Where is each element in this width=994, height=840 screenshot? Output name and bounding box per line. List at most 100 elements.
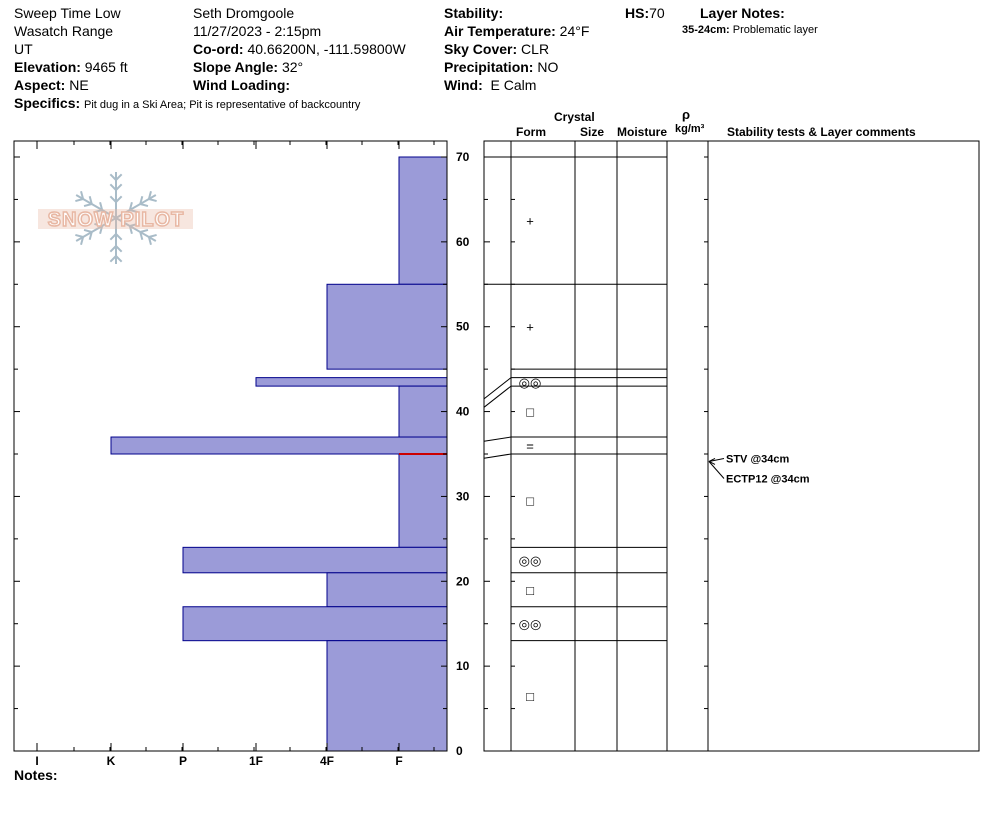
- logo-text: SNOW PILOT: [48, 209, 185, 231]
- notes-label: Notes:: [14, 767, 58, 783]
- grain-form-symbol: ◎◎: [519, 375, 542, 390]
- crystal-header: Crystal: [554, 110, 595, 124]
- x-tick-label: P: [179, 754, 187, 768]
- hardness-bar: [326, 572, 448, 608]
- hardness-bar: [398, 453, 448, 548]
- snowflake-branch: [94, 222, 103, 227]
- snowflake-branch: [75, 233, 84, 238]
- specifics-value: Pit dug in a Ski Area; Pit is representa…: [84, 99, 361, 111]
- stability: Stability:: [444, 4, 503, 22]
- wind-label: Wind:: [444, 77, 483, 93]
- specifics: Specifics: Pit dug in a Ski Area; Pit is…: [14, 94, 360, 114]
- grain-form-symbol: ◎◎: [519, 553, 542, 568]
- y-tick-label: 40: [456, 405, 470, 419]
- coord-value: 40.66200N, -111.59800W: [247, 41, 406, 57]
- snowflake-branch: [99, 202, 104, 211]
- y-tick-label: 60: [456, 235, 470, 249]
- snowflake-branch: [139, 231, 144, 240]
- density-rho-header: ρ: [682, 107, 691, 122]
- grain-form-symbol: □: [526, 494, 534, 509]
- stability-test-label: ECTP12 @34cm: [726, 473, 810, 485]
- layer-connector: [483, 436, 512, 442]
- grain-form-symbol: □: [526, 405, 534, 420]
- grain-form-symbol: □: [526, 689, 534, 704]
- snowflake-branch: [139, 228, 149, 233]
- stability-test-pointer: [708, 457, 725, 462]
- hardness-bar: [326, 283, 448, 370]
- aspect-value: NE: [69, 77, 89, 93]
- snowflake-branch: [147, 236, 152, 245]
- wind-loading: Wind Loading:: [193, 76, 290, 94]
- density-unit-header: kg/m³: [675, 123, 705, 135]
- grain-form-symbol: □: [526, 583, 534, 598]
- elevation-label: Elevation:: [14, 59, 81, 75]
- hardness-bar: [398, 156, 448, 285]
- precip-label: Precipitation:: [444, 59, 534, 75]
- precipitation: Precipitation: NO: [444, 58, 558, 76]
- snowflake-branch: [99, 225, 104, 234]
- coordinates: Co-ord: 40.66200N, -111.59800W: [193, 40, 406, 58]
- grain-form-symbol: +: [526, 214, 534, 229]
- layer-note-text: Problematic layer: [732, 24, 818, 36]
- snowflake-icon: [75, 172, 157, 264]
- snowflake-branch: [109, 173, 117, 181]
- layer-table-frame: [483, 140, 980, 752]
- snowflake-branch: [115, 245, 123, 253]
- observer: Seth Dromgoole: [193, 5, 295, 21]
- wind-loading-label: Wind Loading:: [193, 77, 291, 93]
- snowflake-branch: [75, 198, 84, 203]
- y-tick-label: 70: [456, 150, 470, 164]
- layer-connector: [483, 377, 512, 400]
- pit-name: Sweep Time Low: [14, 5, 121, 21]
- elevation: Elevation: 9465 ft: [14, 58, 128, 76]
- air-temp-label: Air Temperature:: [444, 23, 556, 39]
- y-tick-label: 0: [456, 744, 463, 758]
- hardness-plot-frame: [13, 140, 448, 752]
- specifics-label: Specifics:: [14, 95, 81, 111]
- x-tick-label: K: [107, 754, 116, 768]
- snowflake-branch: [148, 233, 157, 238]
- range-name: Wasatch Range: [14, 23, 114, 39]
- air-temp-value: 24°F: [559, 23, 590, 39]
- snowflake-branch: [115, 255, 123, 263]
- state-name: UT: [14, 41, 33, 57]
- snowflake-branch: [109, 233, 117, 241]
- hardness-bar: [110, 436, 448, 455]
- snowflake-branch: [109, 183, 117, 191]
- snowflake-branch: [115, 183, 123, 191]
- snowflake-branch: [115, 233, 123, 241]
- snowflake-branch: [129, 209, 138, 214]
- layer-connector: [483, 385, 512, 408]
- stability-test-label: STV @34cm: [726, 453, 790, 465]
- layer-note-range: 35-24cm:: [682, 24, 730, 36]
- moisture-header: Moisture: [617, 125, 668, 139]
- wind: Wind: E Calm: [444, 76, 536, 94]
- snowflake-branch: [88, 231, 93, 240]
- hs-value: 70: [649, 5, 665, 21]
- grain-form-symbol: =: [526, 439, 534, 454]
- x-tick-label: 1F: [249, 754, 263, 768]
- snowflake-branch: [88, 196, 93, 205]
- layer-notes-label: Layer Notes:: [700, 5, 785, 21]
- arrow-head-icon: [708, 458, 716, 465]
- grain-form-symbol: ◎◎: [519, 617, 542, 632]
- snowflake-branch: [80, 236, 85, 245]
- form-header: Form: [516, 125, 546, 139]
- snowflake-branch: [139, 196, 144, 205]
- size-header: Size: [580, 125, 605, 139]
- hardness-bar: [182, 546, 448, 574]
- elevation-value: 9465 ft: [84, 59, 128, 75]
- y-tick-label: 50: [456, 320, 470, 334]
- snowflake-branch: [115, 173, 123, 181]
- slope-angle: Slope Angle: 32°: [193, 58, 303, 76]
- date-time: 11/27/2023 - 2:15pm: [193, 23, 322, 39]
- grain-form-symbol: +: [526, 320, 534, 335]
- hs: HS:70: [625, 4, 665, 22]
- snowflake-branch: [148, 198, 157, 203]
- precip-value: NO: [537, 59, 559, 75]
- sky-label: Sky Cover:: [444, 41, 518, 57]
- hardness-bar: [255, 377, 448, 387]
- sky-cover: Sky Cover: CLR: [444, 40, 549, 58]
- layer-notes-title: Layer Notes:: [700, 4, 785, 22]
